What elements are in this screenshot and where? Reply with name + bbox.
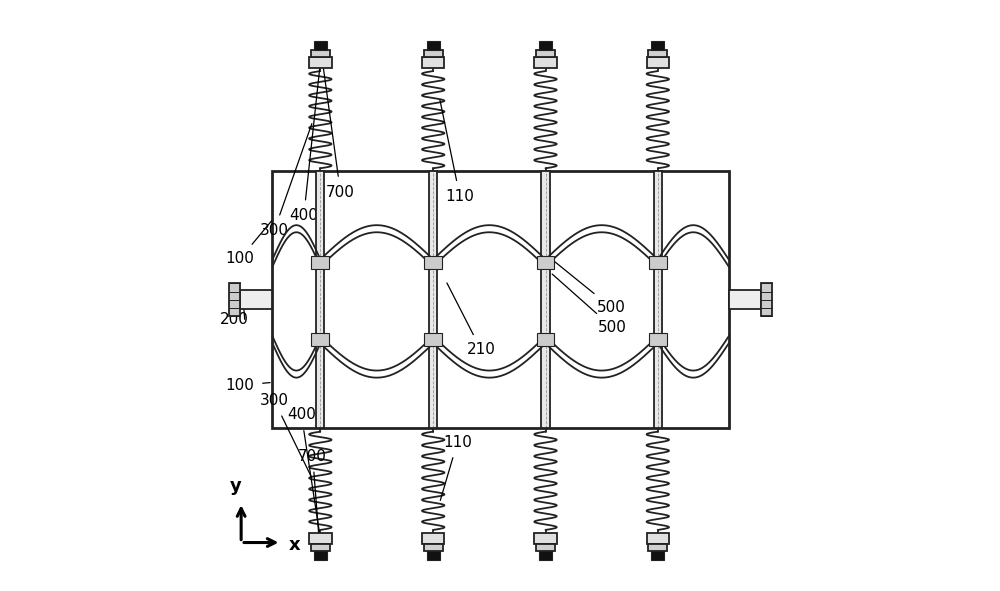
Text: 700: 700 [298,449,327,551]
Text: 300: 300 [260,393,311,477]
Bar [539,551,552,560]
Bar [427,551,440,560]
Bar [536,544,555,551]
Bar [648,50,667,57]
Bar [541,171,550,428]
Bar [647,57,669,68]
Text: 400: 400 [289,67,320,223]
Bar [648,544,667,551]
Bar [649,333,667,346]
Text: 200: 200 [220,311,248,327]
Bar [314,41,327,50]
Bar [729,290,761,310]
Bar [649,256,667,269]
Bar [311,544,330,551]
Bar [316,171,324,428]
Text: 210: 210 [447,283,496,358]
Bar [424,333,442,346]
Text: 500: 500 [552,274,627,335]
Bar [424,544,443,551]
Bar [422,533,444,544]
Bar [424,50,443,57]
Text: 110: 110 [440,100,474,204]
Bar [427,41,440,50]
Bar [229,284,240,317]
Bar [311,333,329,346]
Bar [534,533,557,544]
Bar [311,50,330,57]
Text: 500: 500 [552,259,626,315]
Bar [647,533,669,544]
Bar [311,256,329,269]
Bar [537,256,554,269]
Bar [272,171,729,428]
Bar [422,57,444,68]
Bar [309,57,332,68]
Bar [424,256,442,269]
Text: 400: 400 [287,407,320,534]
Bar [429,171,437,428]
Bar [537,333,554,346]
Bar [309,533,332,544]
Bar [534,57,557,68]
Bar [539,41,552,50]
Bar [651,41,664,50]
Text: 700: 700 [321,50,355,200]
Bar [761,284,772,317]
Text: 300: 300 [260,124,312,238]
Text: 100: 100 [226,378,270,393]
Text: 100: 100 [226,221,272,267]
Bar [240,290,272,310]
Bar [314,551,327,560]
Bar [654,171,662,428]
Bar [536,50,555,57]
Bar [651,551,664,560]
Text: x: x [289,537,301,554]
Text: y: y [229,477,241,495]
Text: 110: 110 [440,434,472,501]
